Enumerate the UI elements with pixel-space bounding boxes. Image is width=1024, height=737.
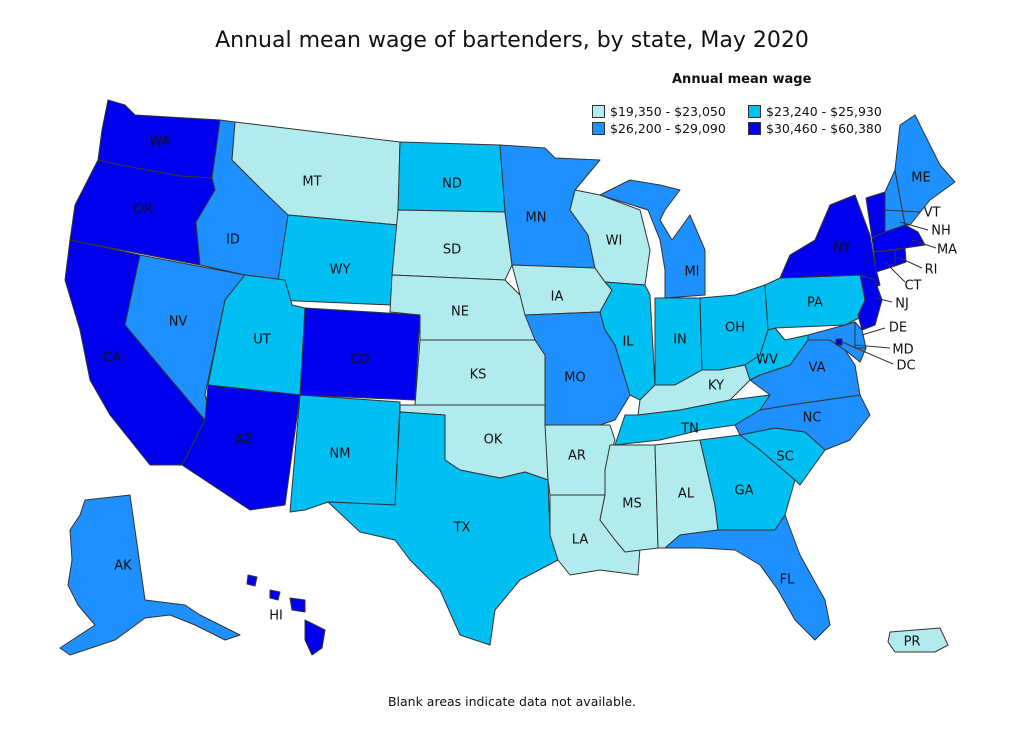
label-KY: KY [708, 379, 724, 394]
label-IL: IL [622, 335, 634, 350]
label-IA: IA [551, 290, 564, 305]
label-LA: LA [572, 533, 589, 548]
label-MT: MT [302, 175, 321, 190]
label-NJ: NJ [895, 297, 909, 312]
state-DC[interactable] [835, 338, 843, 346]
state-ME[interactable] [894, 114, 956, 226]
legend-label-1: $19,350 - $23,050 [610, 104, 726, 119]
label-MO: MO [564, 371, 585, 386]
label-ND: ND [442, 177, 462, 192]
legend-swatch-3 [592, 122, 605, 135]
state-TX[interactable] [327, 411, 559, 646]
label-MS: MS [622, 497, 641, 512]
legend-label-4: $30,460 - $60,380 [766, 121, 882, 136]
label-WA: WA [149, 135, 170, 150]
label-NM: NM [330, 447, 351, 462]
legend-swatch-1 [592, 105, 605, 118]
label-ME: ME [911, 171, 930, 186]
label-WV: WV [756, 353, 778, 368]
label-UT: UT [253, 333, 271, 348]
label-NV: NV [169, 315, 188, 330]
state-PR[interactable] [887, 627, 949, 653]
legend-label-2: $23,240 - $25,930 [766, 104, 882, 119]
label-WY: WY [330, 263, 351, 278]
state-SD[interactable] [391, 209, 513, 281]
state-HI-maui[interactable] [289, 597, 306, 613]
state-HI-oahu[interactable] [269, 589, 281, 601]
label-SC: SC [776, 450, 793, 465]
label-MD: MD [892, 343, 913, 358]
label-KS: KS [470, 368, 487, 383]
label-OH: OH [725, 321, 745, 336]
label-MN: MN [526, 211, 547, 226]
label-SD: SD [443, 243, 461, 258]
label-AR: AR [568, 449, 586, 464]
state-MI[interactable] [599, 179, 706, 299]
label-MI: MI [684, 265, 699, 280]
map-title: Annual mean wage of bartenders, by state… [215, 28, 809, 53]
label-VA: VA [809, 361, 826, 376]
label-OK: OK [484, 433, 503, 448]
state-WI[interactable] [569, 189, 651, 286]
legend-swatch-2 [748, 105, 761, 118]
label-NY: NY [833, 241, 851, 256]
legend-item-3: $26,200 - $29,090 [592, 121, 726, 136]
label-CA: CA [103, 351, 121, 366]
label-CT: CT [904, 279, 921, 294]
label-NE: NE [451, 305, 469, 320]
state-AZ[interactable] [181, 384, 301, 511]
label-FL: FL [780, 573, 795, 588]
legend-label-3: $26,200 - $29,090 [610, 121, 726, 136]
label-WI: WI [606, 234, 623, 249]
label-DC: DC [896, 359, 915, 374]
label-MA: MA [937, 243, 957, 258]
label-AL: AL [678, 487, 695, 502]
label-AK: AK [114, 559, 132, 574]
legend-title: Annual mean wage [672, 72, 812, 87]
label-NH: NH [931, 224, 951, 239]
footnote: Blank areas indicate data not available. [387, 694, 637, 709]
state-HI-kauai[interactable] [246, 574, 258, 587]
label-PA: PA [807, 296, 823, 311]
label-GA: GA [735, 484, 754, 499]
label-TX: TX [453, 521, 471, 536]
state-FL[interactable] [664, 514, 831, 641]
legend-item-2: $23,240 - $25,930 [748, 104, 882, 119]
legend-item-4: $30,460 - $60,380 [748, 121, 882, 136]
state-WY[interactable] [274, 214, 399, 306]
state-IL[interactable] [599, 281, 656, 401]
label-PR: PR [904, 635, 921, 650]
state-RI[interactable] [894, 247, 907, 267]
label-CO: CO [350, 353, 369, 368]
label-AZ: AZ [235, 433, 253, 448]
label-IN: IN [673, 333, 687, 348]
state-HI-group[interactable] [246, 574, 326, 656]
state-HI[interactable] [304, 619, 326, 656]
label-TN: TN [680, 422, 699, 437]
label-NC: NC [803, 411, 822, 426]
legend-swatch-4 [748, 122, 761, 135]
state-AK[interactable] [59, 494, 241, 656]
label-DE: DE [889, 321, 907, 336]
leader-lines [841, 209, 937, 365]
state-labels: WA OR CA NV ID MT WY UT AZ CO NM ND SD N… [103, 135, 957, 650]
label-RI: RI [925, 263, 938, 278]
legend-item-1: $19,350 - $23,050 [592, 104, 726, 119]
label-HI: HI [269, 609, 283, 624]
label-OR: OR [133, 203, 152, 218]
state-NY[interactable] [779, 194, 881, 291]
label-VT: VT [924, 206, 941, 221]
state-NJ[interactable] [857, 274, 883, 331]
label-ID: ID [226, 233, 240, 248]
